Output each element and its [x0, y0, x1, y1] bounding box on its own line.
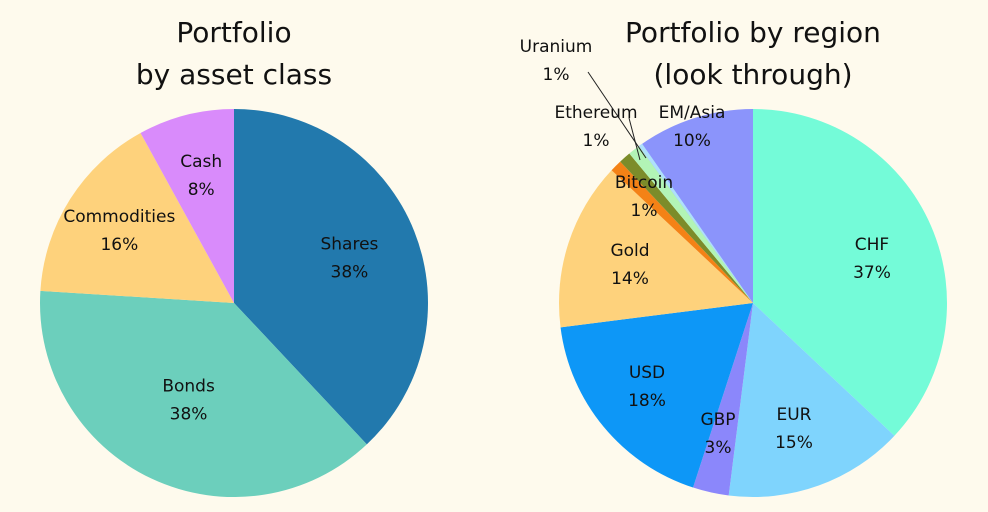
- pie-slice-em-asia: [638, 109, 753, 303]
- pie-slice-usd: [560, 303, 753, 488]
- slice-label-bonds: Bonds: [162, 377, 215, 397]
- pie-slice-shares: [234, 109, 428, 445]
- slice-percent-uranium: 1%: [543, 65, 570, 85]
- slice-label-chf: CHF: [855, 235, 889, 255]
- pie-slice-sliver: [638, 143, 753, 303]
- slice-percent-bonds: 38%: [170, 405, 208, 425]
- slice-label-shares: Shares: [320, 234, 378, 254]
- asset-class-pie: Portfolio by asset class Shares 38% Bonds 38%…: [39, 16, 428, 497]
- slice-percent-em-asia: 10%: [673, 131, 711, 151]
- region-pie: Portfolio by region (look through) CHF 37% E…: [520, 16, 947, 497]
- slice-percent-bitcoin: 1%: [631, 201, 658, 221]
- slice-percent-eur: 15%: [775, 433, 813, 453]
- slice-percent-gold: 14%: [611, 269, 649, 289]
- slice-percent-chf: 37%: [853, 263, 891, 283]
- pie-slice-bonds: [39, 290, 367, 497]
- slice-percent-ethereum: 1%: [583, 131, 610, 151]
- slice-percent-cash: 8%: [188, 180, 215, 200]
- slice-label-gbp: GBP: [700, 410, 735, 430]
- pie-slice-gbp: [693, 303, 753, 496]
- leader-line-uranium: [587, 71, 647, 159]
- slice-percent-gbp: 3%: [705, 438, 732, 458]
- slice-label-eur: EUR: [777, 405, 812, 425]
- slice-label-cash: Cash: [180, 152, 222, 172]
- pie-slice-commodities: [40, 132, 235, 303]
- slice-percent-shares: 38%: [331, 262, 369, 282]
- slice-label-gold: Gold: [610, 241, 649, 261]
- pie-slice-uranium: [629, 146, 753, 303]
- pie-slice-bitcoin: [611, 161, 753, 303]
- slice-label-ethereum: Ethereum: [554, 103, 637, 123]
- leader-line-ethereum: [628, 117, 641, 161]
- slice-label-bitcoin: Bitcoin: [615, 173, 673, 193]
- pie-slice-ethereum: [620, 153, 753, 303]
- chart-title-line: Portfolio by region: [625, 16, 881, 49]
- pie-slice-cash: [140, 109, 234, 303]
- slice-percent-commodities: 16%: [100, 235, 138, 255]
- slice-label-usd: USD: [629, 363, 665, 383]
- chart-title-line: Portfolio: [176, 16, 291, 49]
- slice-label-commodities: Commodities: [63, 207, 175, 227]
- slice-label-uranium: Uranium: [520, 37, 593, 57]
- chart-title-line: by asset class: [136, 58, 332, 91]
- slice-label-em-asia: EM/Asia: [659, 103, 726, 123]
- slice-percent-usd: 18%: [628, 391, 666, 411]
- pie-slice-eur: [728, 303, 895, 497]
- pie-slice-chf: [753, 109, 947, 436]
- pie-slice-gold: [558, 170, 753, 328]
- chart-title-line: (look through): [653, 58, 852, 91]
